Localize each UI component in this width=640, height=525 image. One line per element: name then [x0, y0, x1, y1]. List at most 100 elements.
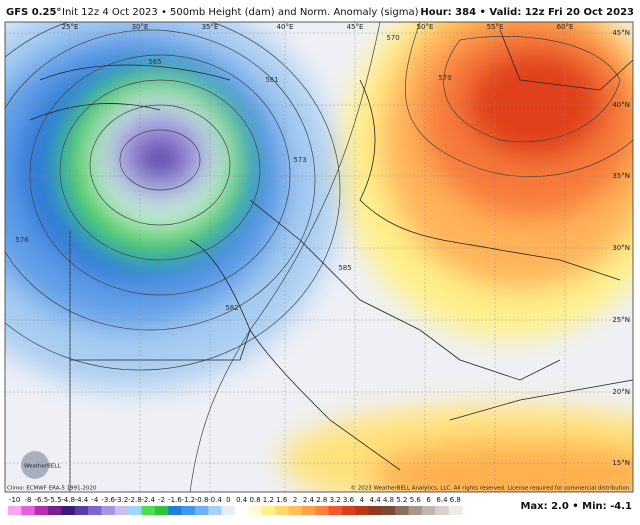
colorbar-swatch	[34, 506, 49, 515]
colorbar-swatch	[448, 506, 463, 515]
colorbar-label: 0.8	[249, 496, 260, 504]
colorbar-label: 6.4	[436, 496, 448, 504]
colorbar-swatch	[341, 506, 356, 515]
colorbar-swatch	[328, 506, 343, 515]
longitude-label: 30°E	[132, 23, 149, 31]
colorbar-label: -3.6	[101, 496, 115, 504]
colorbar-label: -0.4	[208, 496, 222, 504]
logo-icon	[21, 451, 49, 479]
colorbar-label: 1.6	[276, 496, 288, 504]
colorbar-label: -4.4	[75, 496, 89, 504]
contour-label: 573	[293, 156, 306, 164]
colorbar-swatch	[101, 506, 116, 515]
colorbar-label: -5.5	[48, 496, 62, 504]
colorbar-label: 5.6	[410, 496, 422, 504]
max-min: Max: 2.0 • Min: -4.1	[520, 501, 632, 512]
logo-text: WeatherBELL	[24, 464, 61, 470]
colorbar-swatch	[301, 506, 316, 515]
colorbar-swatch	[235, 506, 249, 515]
graticule	[5, 22, 633, 492]
contour-label: 585	[338, 264, 351, 272]
colorbar-label: -4.8	[61, 496, 75, 504]
colorbar-swatch	[61, 506, 76, 515]
model-name: GFS 0.25°	[6, 7, 61, 18]
colorbar-swatch	[114, 506, 129, 515]
longitude-label: 35°E	[202, 23, 219, 31]
contour-label: 561	[265, 76, 278, 84]
colorbar-label: -3.2	[115, 496, 129, 504]
colorbar-label: -2.4	[141, 496, 155, 504]
colorbar-swatch	[181, 506, 196, 515]
colorbar-label: 4.4	[370, 496, 382, 504]
colorbar-label: -1.6	[168, 496, 182, 504]
colorbar-swatch	[248, 506, 263, 515]
colorbar-label: 4.8	[383, 496, 394, 504]
contour-label: 582	[225, 304, 238, 312]
contour-label: 565	[148, 58, 161, 66]
longitude-label: 40°E	[277, 23, 294, 31]
colorbar-label: 4	[360, 496, 365, 504]
colorbar-swatch	[48, 506, 62, 515]
colorbar-label: 3.6	[343, 496, 355, 504]
colorbar-swatch	[275, 506, 289, 515]
latitude-label: 30°N	[612, 244, 630, 252]
colorbar-label: -1.2	[181, 496, 195, 504]
latitude-label: 25°N	[612, 316, 630, 324]
colorbar-label: 6	[426, 496, 431, 504]
longitude-label: 60°E	[557, 23, 574, 31]
longitude-label: 45°E	[347, 23, 364, 31]
copyright: © 2023 WeatherBELL Analytics, LLC. All r…	[351, 485, 632, 492]
colorbar-swatch	[315, 506, 329, 515]
map-frame	[4, 21, 634, 493]
colorbar-swatch	[435, 506, 449, 515]
colorbar-label: -6.5	[35, 496, 49, 504]
latitude-label: 45°N	[612, 29, 630, 37]
colorbar-swatch	[408, 506, 423, 515]
colorbar-swatch	[128, 506, 142, 515]
colorbar-swatch	[154, 506, 169, 515]
colorbar-swatch	[194, 506, 209, 515]
latitude-label: 40°N	[612, 101, 630, 109]
longitude-label: 25°E	[62, 23, 79, 31]
colorbar-swatch	[8, 506, 22, 515]
colorbar-swatch	[168, 506, 182, 515]
colorbar-swatch	[381, 506, 396, 515]
colorbar-swatch	[208, 506, 222, 515]
colorbar-label: -2	[158, 496, 165, 504]
colorbar-label: -2.8	[128, 496, 142, 504]
colorbar-label: -0.8	[195, 496, 209, 504]
colorbar-label: 5.2	[396, 496, 407, 504]
contour-label: 570	[386, 34, 399, 42]
colorbar-swatch	[288, 506, 303, 515]
colorbar-swatch	[395, 506, 409, 515]
map-description: Init 12z 4 Oct 2023 • 500mb Height (dam)…	[62, 7, 419, 18]
contour-label: 579	[438, 74, 451, 82]
colorbar-swatch	[74, 506, 89, 515]
colorbar-label: 0	[226, 496, 230, 504]
colorbar-label: 0.4	[236, 496, 248, 504]
colorbar-label: 1.2	[263, 496, 274, 504]
colorbar-label: -4	[91, 496, 99, 504]
colorbar-label: 3.2	[330, 496, 341, 504]
colorbar-label: -8	[25, 496, 32, 504]
latitude-label: 20°N	[612, 388, 630, 396]
colorbar-label: 2	[293, 496, 297, 504]
colorbar-swatch	[261, 506, 276, 515]
colorbar-swatch	[21, 506, 36, 515]
colorbar-swatch	[141, 506, 156, 515]
latitude-label: 35°N	[612, 172, 630, 180]
colorbar-label: -10	[9, 496, 20, 504]
longitude-label: 55°E	[487, 23, 504, 31]
colorbar-label: 2.4	[303, 496, 315, 504]
climo-note: Climo: ECMWF ERA-5 1991-2020	[7, 486, 97, 492]
colorbar-swatch	[221, 506, 236, 515]
colorbar-label: 2.8	[316, 496, 327, 504]
contour-label: 576	[15, 236, 29, 244]
colorbar-swatch	[421, 506, 436, 515]
valid-time: Hour: 384 • Valid: 12z Fri 20 Oct 2023	[420, 7, 634, 18]
colorbar-swatch	[88, 506, 102, 515]
longitude-label: 50°E	[417, 23, 434, 31]
colorbar-label: 6.8	[450, 496, 461, 504]
